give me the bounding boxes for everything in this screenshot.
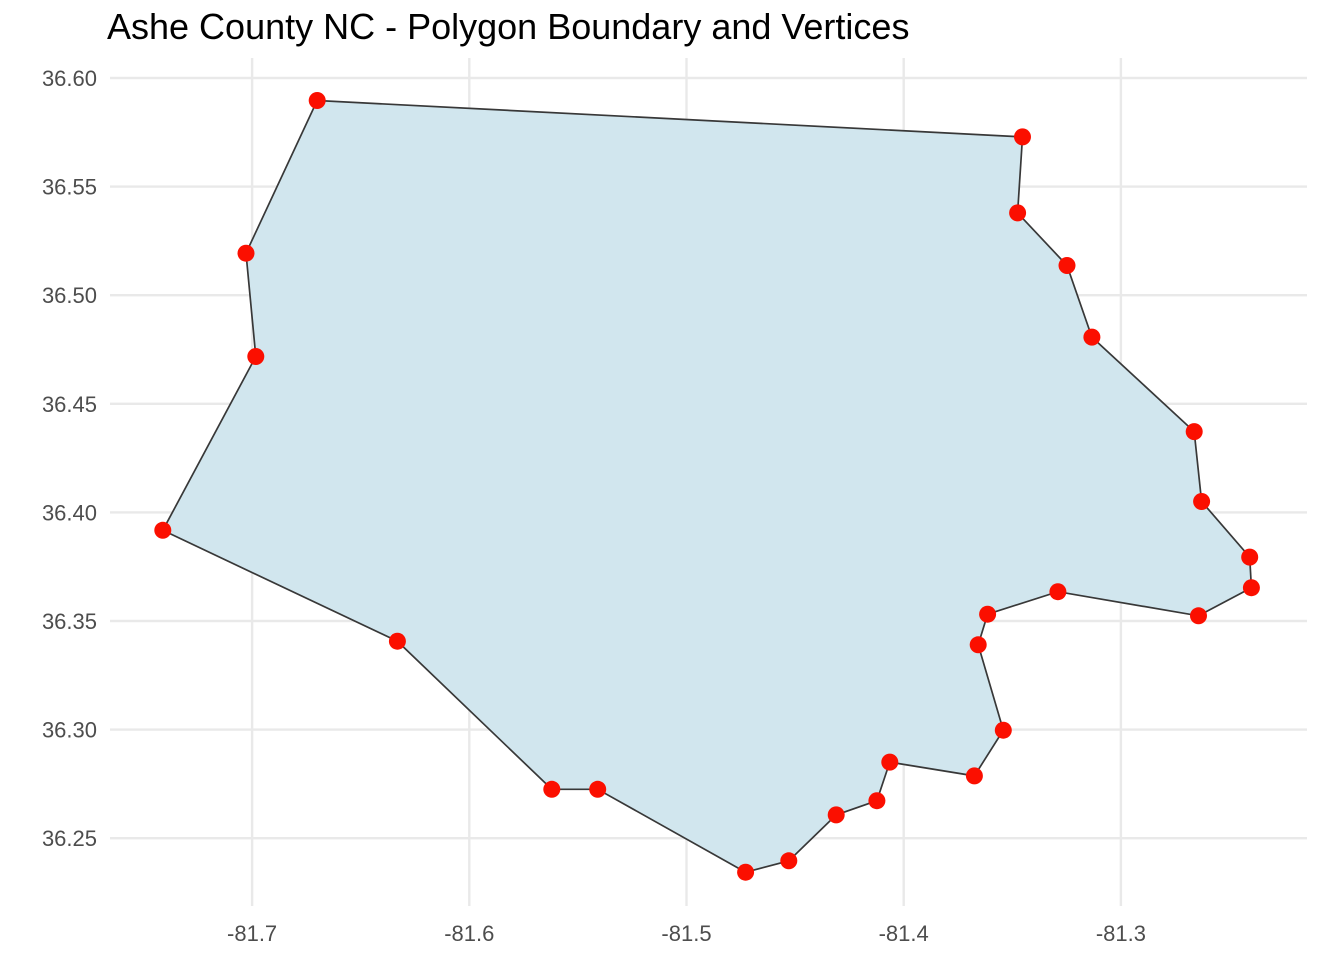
y-axis-tick-label: 36.50: [42, 283, 97, 308]
y-axis-tick-label: 36.45: [42, 392, 97, 417]
vertex-point: [247, 348, 265, 365]
vertex-point: [1049, 583, 1067, 601]
vertex-point: [827, 806, 845, 824]
vertex-point: [1058, 257, 1076, 274]
x-axis-tick-label: -81.5: [661, 921, 711, 946]
y-axis-tick-label: 36.55: [42, 175, 97, 200]
vertex-point: [969, 636, 987, 654]
vertex-point: [1241, 548, 1259, 566]
vertex-point: [881, 753, 899, 771]
vertex-point: [1193, 493, 1211, 510]
x-axis-tick-label: -81.7: [227, 921, 277, 946]
vertex-point: [1190, 607, 1207, 625]
x-axis-tick-labels-layer: -81.7 -81.6 -81.5 -81.4 -81.3: [227, 921, 1146, 946]
vertex-point: [1083, 328, 1101, 346]
x-axis-tick-label: -81.4: [879, 921, 929, 946]
vertex-point: [1014, 128, 1031, 146]
county-boundary-polygon: [161, 99, 1253, 874]
vertex-point: [237, 244, 255, 262]
vertex-point: [388, 632, 406, 650]
vertex-point: [154, 521, 172, 539]
vertex-point: [780, 852, 798, 870]
y-axis-tick-label: 36.60: [42, 66, 97, 91]
vertex-point: [979, 605, 997, 623]
vertex-point: [994, 721, 1012, 739]
y-axis-tick-label: 36.35: [42, 609, 97, 634]
vertex-point: [589, 780, 607, 798]
y-axis-tick-label: 36.30: [42, 718, 97, 743]
y-axis-tick-label: 36.40: [42, 500, 97, 525]
vertex-point: [868, 792, 886, 810]
y-axis-tick-label: 36.25: [42, 826, 97, 851]
vertex-point: [1242, 579, 1260, 597]
vertex-point: [965, 767, 983, 785]
county-polygon-layer: [161, 99, 1253, 874]
vertex-point: [737, 863, 755, 881]
vertex-point: [543, 780, 561, 798]
vertex-point: [1185, 423, 1203, 441]
x-axis-tick-label: -81.3: [1096, 921, 1146, 946]
x-axis-tick-label: -81.6: [444, 921, 494, 946]
vertex-point: [308, 92, 326, 109]
chart-title: Ashe County NC - Polygon Boundary and Ve…: [107, 6, 910, 47]
vertex-point: [1009, 204, 1027, 222]
vertex-points-layer: [154, 92, 1260, 881]
y-axis-tick-labels-layer: 36.25 36.30 36.35 36.40 36.45 36.50 36.55 36.60: [42, 66, 97, 851]
